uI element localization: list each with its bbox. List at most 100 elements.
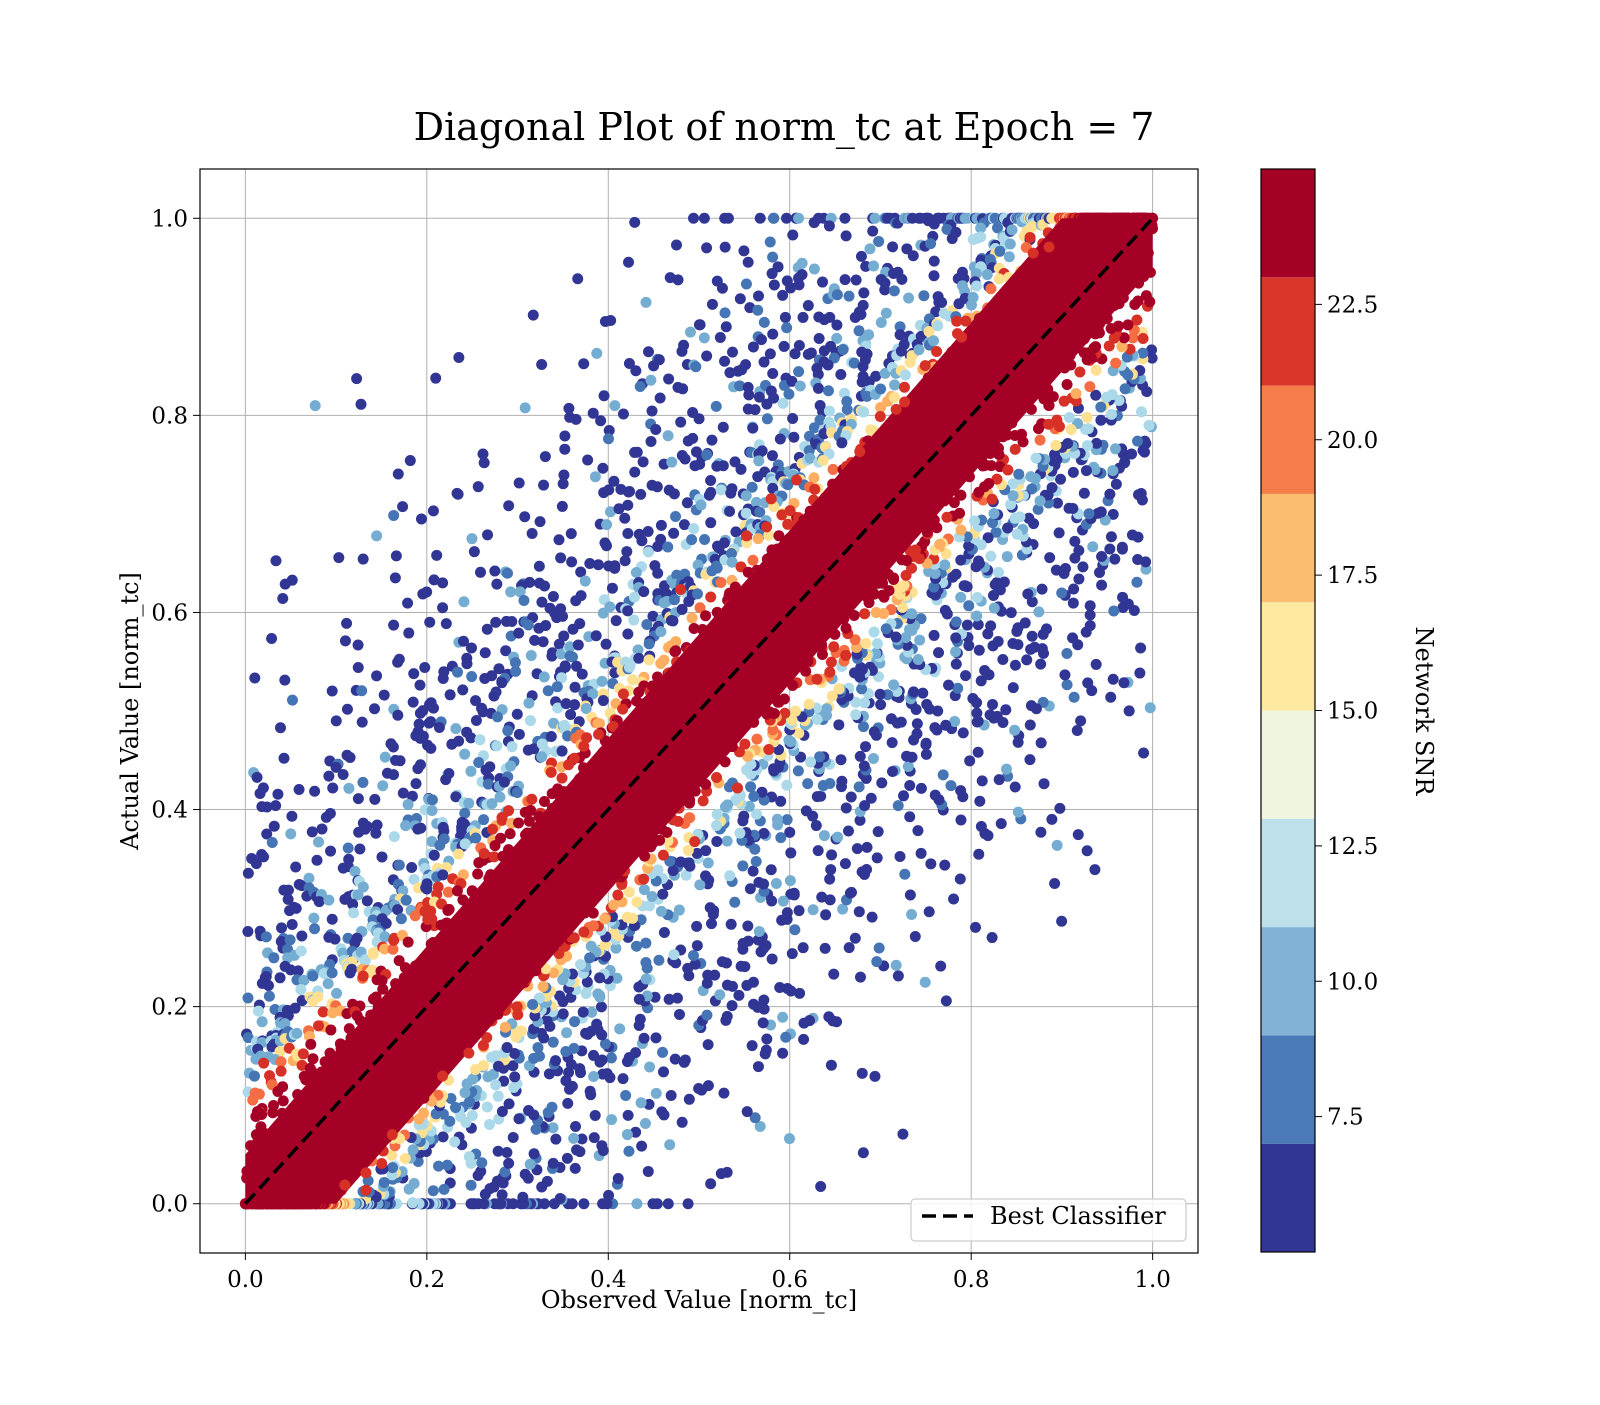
- scatter-point: [688, 213, 699, 224]
- scatter-point: [788, 432, 799, 443]
- scatter-point: [633, 653, 644, 664]
- scatter-point: [578, 1007, 589, 1018]
- scatter-point: [982, 269, 993, 280]
- scatter-point: [400, 1153, 411, 1164]
- chart-title: Diagonal Plot of norm_tc at Epoch = 7: [414, 105, 1155, 150]
- scatter-point: [307, 826, 318, 837]
- scatter-point: [242, 926, 253, 937]
- scatter-point: [497, 1189, 508, 1200]
- scatter-point: [910, 931, 921, 942]
- scatter-point: [624, 662, 635, 673]
- scatter-point: [1074, 367, 1085, 378]
- scatter-point: [479, 848, 490, 859]
- scatter-point: [1073, 573, 1084, 584]
- scatter-point: [771, 878, 782, 889]
- scatter-point: [358, 971, 369, 982]
- scatter-point: [793, 213, 804, 224]
- scatter-point: [743, 389, 754, 400]
- scatter-point: [669, 488, 680, 499]
- scatter-point: [844, 291, 855, 302]
- scatter-point: [751, 856, 762, 867]
- scatter-point: [464, 1151, 475, 1162]
- scatter-point: [858, 287, 869, 298]
- scatter-point: [578, 1198, 589, 1209]
- scatter-point: [888, 679, 899, 690]
- scatter-point: [560, 662, 571, 673]
- scatter-point: [597, 463, 608, 474]
- scatter-point: [640, 1118, 651, 1129]
- scatter-point: [578, 926, 589, 937]
- scatter-point: [484, 761, 495, 772]
- scatter-point: [577, 669, 588, 680]
- scatter-point: [875, 383, 886, 394]
- scatter-point: [268, 1100, 279, 1111]
- scatter-point: [487, 968, 498, 979]
- scatter-point: [655, 626, 666, 637]
- scatter-point: [1091, 659, 1102, 670]
- scatter-point: [487, 824, 498, 835]
- scatter-point: [641, 297, 652, 308]
- scatter-point: [690, 361, 701, 372]
- scatter-point: [869, 495, 880, 506]
- scatter-point: [277, 593, 288, 604]
- scatter-point: [1001, 764, 1012, 775]
- scatter-point: [803, 300, 814, 311]
- scatter-point: [531, 932, 542, 943]
- scatter-point: [603, 1190, 614, 1201]
- scatter-point: [657, 889, 668, 900]
- scatter-point: [813, 845, 824, 856]
- scatter-point: [1099, 312, 1110, 323]
- scatter-point: [682, 963, 693, 974]
- scatter-point: [571, 414, 582, 425]
- scatter-point: [870, 371, 881, 382]
- scatter-point: [716, 1168, 727, 1179]
- scatter-point: [985, 283, 996, 294]
- scatter-point: [1087, 541, 1098, 552]
- scatter-point: [818, 455, 829, 466]
- scatter-point: [741, 508, 752, 519]
- scatter-point: [950, 448, 961, 459]
- scatter-point: [291, 903, 302, 914]
- scatter-point: [622, 629, 633, 640]
- scatter-point: [895, 851, 906, 862]
- scatter-point: [588, 853, 599, 864]
- scatter-point: [643, 1166, 654, 1177]
- scatter-point: [887, 241, 898, 252]
- scatter-point: [512, 1009, 523, 1020]
- scatter-point: [974, 389, 985, 400]
- scatter-point: [641, 973, 652, 984]
- scatter-point: [1066, 424, 1077, 435]
- scatter-point: [748, 999, 759, 1010]
- scatter-point: [832, 832, 843, 843]
- scatter-point: [1026, 700, 1037, 711]
- scatter-point: [340, 635, 351, 646]
- scatter-point: [424, 1052, 435, 1063]
- scatter-point: [536, 1181, 547, 1192]
- scatter-point: [932, 386, 943, 397]
- scatter-point: [493, 1061, 504, 1072]
- scatter-point: [568, 1133, 579, 1144]
- scatter-point: [675, 417, 686, 428]
- scatter-point: [854, 325, 865, 336]
- scatter-point: [529, 1148, 540, 1159]
- scatter-point: [424, 617, 435, 628]
- scatter-point: [558, 478, 569, 489]
- scatter-point: [396, 913, 407, 924]
- scatter-point: [934, 539, 945, 550]
- scatter-point: [889, 379, 900, 390]
- scatter-point: [588, 1071, 599, 1082]
- scatter-point: [987, 699, 998, 710]
- scatter-point: [585, 1086, 596, 1097]
- scatter-point: [738, 245, 749, 256]
- scatter-point: [899, 382, 910, 393]
- scatter-point: [249, 673, 260, 684]
- scatter-point: [793, 765, 804, 776]
- scatter-point: [947, 233, 958, 244]
- scatter-point: [453, 736, 464, 747]
- scatter-point: [869, 626, 880, 637]
- scatter-point: [973, 343, 984, 354]
- scatter-point: [403, 937, 414, 948]
- scatter-point: [677, 604, 688, 615]
- scatter-point: [479, 457, 490, 468]
- scatter-point: [413, 1057, 424, 1068]
